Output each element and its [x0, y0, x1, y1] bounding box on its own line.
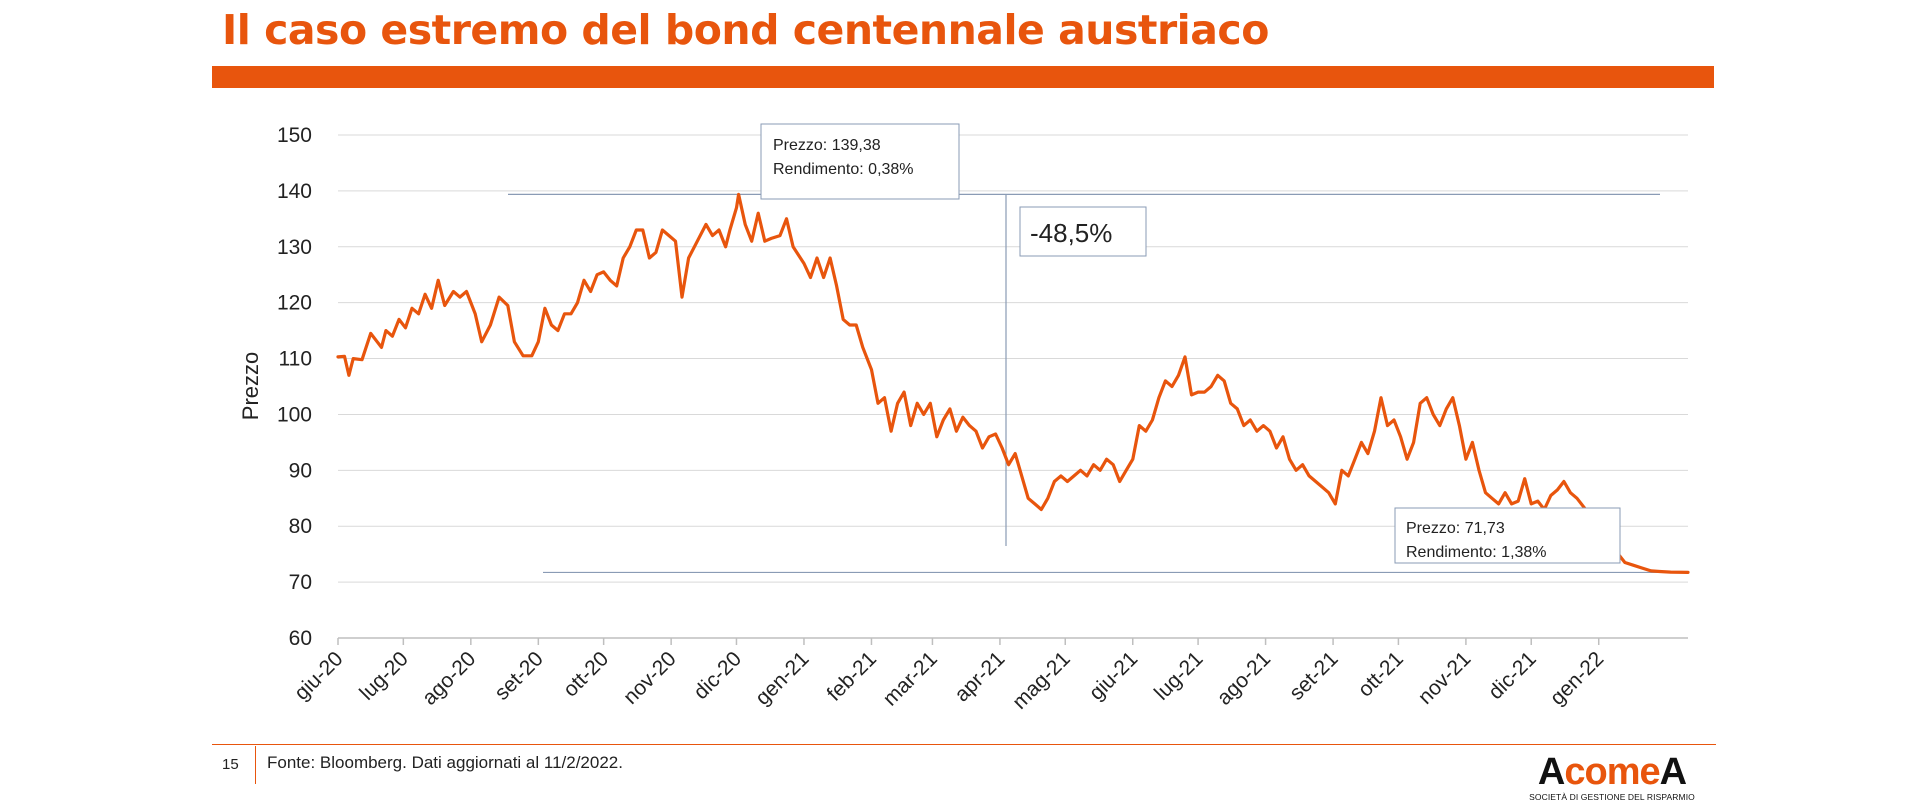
peak-annotation-box: [760, 123, 960, 200]
drop-percent-label: -48,5%: [1030, 218, 1112, 248]
x-tick-label-nov-20: nov-20: [619, 647, 681, 709]
low-annotation-box: [1394, 507, 1621, 564]
y-tick-label-150: 150: [277, 124, 312, 147]
x-tick-label-nov-21: nov-21: [1414, 647, 1476, 709]
logo-word-left: A: [1537, 751, 1565, 793]
y-tick-label-100: 100: [277, 403, 312, 426]
y-tick-label-90: 90: [289, 459, 312, 482]
x-tick-label-giu-21: giu-21: [1085, 647, 1143, 705]
x-tick-label-ago-21: ago-21: [1213, 647, 1276, 710]
low-yield-label: Rendimento: 1,38%: [1406, 544, 1547, 561]
x-tick-label-lug-20: lug-20: [355, 647, 413, 705]
y-tick-label-60: 60: [289, 627, 312, 650]
gridlines: [338, 134, 1688, 583]
source-note: Fonte: Bloomberg. Dati aggiornati al 11/…: [267, 753, 623, 772]
annotation-guides: [508, 193, 1688, 574]
annotations: Prezzo: 139,38 Rendimento: 0,38% -48,5% …: [760, 123, 1621, 564]
y-tick-label-80: 80: [289, 515, 312, 538]
low-price-label: Prezzo: 71,73: [1406, 520, 1505, 537]
x-tick-label-mar-21: mar-21: [879, 647, 942, 710]
x-tick-label-set-21: set-21: [1285, 647, 1343, 705]
y-tick-label-110: 110: [279, 348, 312, 371]
x-tick-label-ago-20: ago-20: [418, 647, 481, 710]
series-line-price: [336, 192, 1690, 574]
peak-price-label: Prezzo: 139,38: [773, 137, 881, 154]
x-tick-label-gen-22: gen-22: [1546, 647, 1609, 710]
x-tick-label-dic-20: dic-20: [689, 647, 746, 704]
logo-word-right: A: [1659, 751, 1687, 793]
x-tick-label-giu-20: giu-20: [290, 647, 348, 705]
low-annotation: Prezzo: 71,73 Rendimento: 1,38%: [1394, 507, 1621, 564]
drop-annotation-box: [1019, 206, 1147, 257]
acomea-logo: AcomeA SOCIETÀ DI GESTIONE DEL RISPARMIO: [1526, 752, 1698, 802]
peak-yield-label: Rendimento: 0,38%: [773, 161, 914, 178]
x-tick-label-gen-21: gen-21: [751, 647, 814, 710]
slide-title: Il caso estremo del bond centennale aust…: [222, 6, 1269, 54]
page-number: 15: [222, 756, 239, 773]
y-tick-label-70: 70: [289, 571, 312, 594]
logo-tagline: SOCIETÀ DI GESTIONE DEL RISPARMIO: [1529, 792, 1695, 802]
x-tick-label-lug-21: lug-21: [1150, 647, 1208, 705]
footer-divider: [212, 744, 1716, 745]
x-tick-label-ott-21: ott-21: [1354, 647, 1408, 701]
x-tick-label-set-20: set-20: [490, 647, 548, 705]
y-tick-label-120: 120: [277, 292, 312, 315]
logo-wordmark: AcomeA: [1526, 752, 1698, 792]
y-tick-label-140: 140: [277, 180, 312, 203]
footer-separator: [255, 746, 256, 784]
title-accent-bar: [212, 66, 1714, 88]
x-tick-label-feb-21: feb-21: [823, 647, 881, 705]
x-tick-label-ott-20: ott-20: [559, 647, 613, 701]
drop-annotation: -48,5%: [1019, 206, 1147, 257]
y-axis-label: Prezzo: [238, 352, 263, 420]
x-tick-label-apr-21: apr-21: [950, 647, 1009, 706]
logo-word-mid: come: [1564, 751, 1660, 793]
y-tick-label-130: 130: [277, 236, 312, 259]
x-tick-label-dic-21: dic-21: [1484, 647, 1541, 704]
x-tick-label-mag-21: mag-21: [1008, 647, 1075, 714]
peak-annotation: Prezzo: 139,38 Rendimento: 0,38%: [760, 123, 960, 200]
